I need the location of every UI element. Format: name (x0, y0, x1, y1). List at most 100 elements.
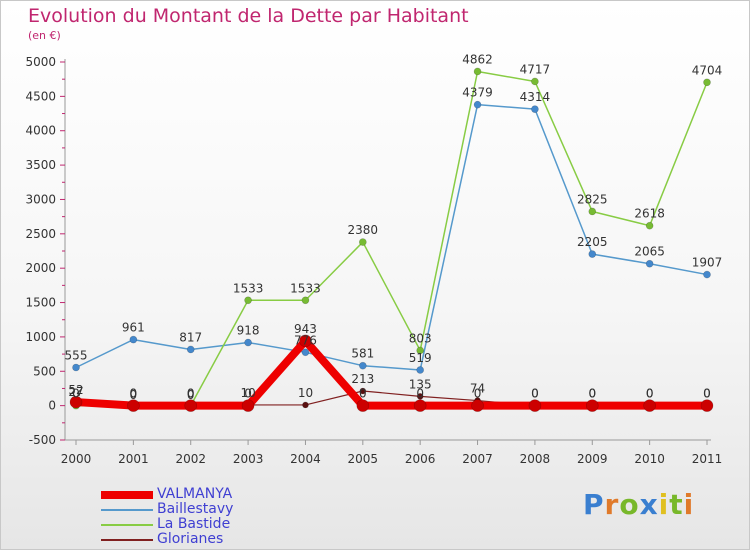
data-label-valmanya: 0 (588, 387, 596, 401)
data-point-valmanya (356, 399, 370, 412)
data-point-baillestavy (129, 335, 138, 344)
data-point-baillestavy (645, 259, 654, 268)
data-label-baillestavy: 581 (351, 347, 374, 361)
data-label-glorianes: 135 (409, 377, 432, 391)
data-point-valmanya (127, 399, 140, 412)
data-point-baillestavy (703, 270, 711, 279)
x-tick-label: 2011 (692, 452, 723, 466)
logo-letter: P (583, 488, 605, 521)
data-point-la-bastide (531, 77, 539, 86)
legend-item: Baillestavy (101, 501, 301, 517)
data-label-valmanya: 0 (187, 387, 195, 401)
x-tick-label: 2003 (233, 452, 264, 466)
data-label-glorianes: 0 (187, 388, 195, 402)
data-label-la-bastide: 2380 (348, 223, 379, 237)
data-label-la-bastide: 1533 (233, 281, 264, 295)
legend-label: Baillestavy (157, 501, 234, 517)
logo-letter: o (619, 488, 640, 521)
series-line-la-bastide (75, 70, 708, 407)
logo-letter: t (669, 488, 684, 521)
data-label-valmanya: 943 (294, 322, 317, 336)
logo-letter: x (639, 488, 659, 521)
data-label-baillestavy: 2205 (577, 235, 608, 249)
x-tick-label: 2010 (634, 452, 665, 466)
data-label-baillestavy: 2065 (634, 245, 665, 259)
data-point-valmanya (528, 399, 542, 412)
legend-swatch (101, 539, 153, 541)
x-tick-label: 2006 (405, 452, 436, 466)
data-point-la-bastide (588, 207, 597, 216)
data-label-la-bastide: 4862 (462, 52, 493, 66)
data-point-baillestavy (588, 250, 597, 258)
x-tick-label: 2008 (520, 452, 551, 466)
data-label-baillestavy: 4379 (462, 86, 493, 100)
data-label-baillestavy: 776 (294, 333, 317, 347)
data-point-valmanya (471, 399, 484, 412)
legend-label: Glorianes (157, 531, 224, 547)
data-label-glorianes: 0 (531, 387, 539, 401)
legend-item: La Bastide (101, 516, 301, 532)
data-label-glorianes: 0 (646, 387, 654, 401)
data-label-valmanya: 52 (68, 383, 83, 397)
data-label-baillestavy: 519 (409, 351, 432, 365)
y-tick-label: 1000 (25, 330, 56, 344)
data-label-baillestavy: 4314 (520, 90, 551, 104)
x-tick-label: 2004 (290, 452, 321, 466)
legend-swatch (101, 491, 153, 499)
data-label-valmanya: 0 (646, 387, 654, 401)
x-tick-label: 2001 (118, 452, 149, 466)
data-label-valmanya: 0 (416, 387, 424, 401)
data-label-baillestavy: 817 (179, 330, 202, 344)
y-tick-label: 4000 (25, 124, 56, 138)
legend-swatch (101, 524, 153, 526)
x-tick-label: 2002 (175, 452, 206, 466)
proxiti-logo: Proxiti (583, 488, 694, 521)
data-label-la-bastide: 0 (72, 387, 80, 401)
data-label-baillestavy: 961 (122, 321, 145, 335)
data-label-valmanya: 0 (130, 387, 138, 401)
data-point-valmanya (700, 399, 714, 412)
data-point-baillestavy (359, 361, 367, 370)
data-point-glorianes (416, 393, 424, 400)
data-label-glorianes: 0 (703, 387, 711, 401)
data-point-glorianes (302, 401, 309, 409)
data-point-baillestavy (473, 100, 482, 109)
data-label-la-bastide: 0 (130, 387, 138, 401)
y-tick-label: -500 (29, 433, 56, 447)
data-point-la-bastide (359, 238, 367, 246)
y-tick-label: 0 (48, 399, 56, 413)
data-label-baillestavy: 555 (65, 348, 88, 362)
legend-item: Glorianes (101, 531, 301, 547)
data-label-la-bastide: 803 (409, 331, 432, 345)
data-point-valmanya (413, 399, 427, 412)
data-label-la-bastide: 4717 (520, 62, 551, 76)
data-point-baillestavy (186, 345, 195, 354)
data-point-valmanya (585, 399, 599, 412)
data-point-valmanya (299, 334, 312, 348)
data-point-baillestavy (72, 363, 80, 372)
data-label-glorianes: 0 (588, 387, 596, 401)
data-point-baillestavy (244, 338, 252, 347)
legend-label: VALMANYA (157, 486, 233, 502)
data-label-la-bastide: 0 (187, 387, 195, 401)
data-label-valmanya: 0 (244, 387, 252, 401)
chart-title: Evolution du Montant de la Dette par Hab… (28, 5, 469, 27)
data-point-baillestavy (531, 105, 539, 113)
data-label-glorianes: 0 (130, 388, 138, 402)
y-tick-label: 2000 (25, 261, 56, 275)
y-tick-label: 2500 (25, 227, 56, 241)
series-group (69, 67, 714, 412)
y-tick-label: 3500 (25, 158, 56, 172)
data-label-la-bastide: 2618 (634, 207, 665, 221)
data-point-la-bastide (301, 296, 310, 305)
data-point-valmanya (643, 399, 656, 412)
data-point-valmanya (241, 399, 255, 412)
x-tick-label: 2009 (577, 452, 608, 466)
data-label-la-bastide: 1533 (290, 281, 321, 295)
data-label-la-bastide: 2825 (577, 192, 608, 206)
data-point-la-bastide (416, 346, 424, 355)
x-tick-label: 2005 (348, 452, 379, 466)
